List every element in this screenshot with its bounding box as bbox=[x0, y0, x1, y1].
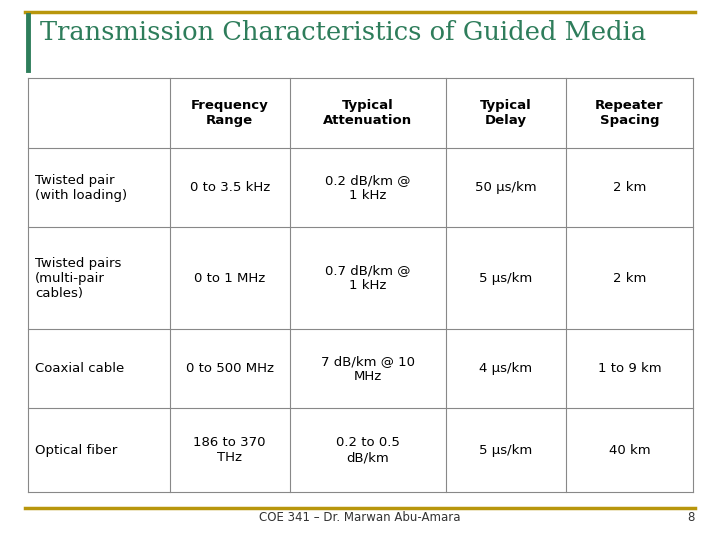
Text: Transmission Characteristics of Guided Media: Transmission Characteristics of Guided M… bbox=[40, 21, 646, 45]
Text: 5 μs/km: 5 μs/km bbox=[480, 272, 533, 285]
Text: 2 km: 2 km bbox=[613, 181, 646, 194]
Text: 2 km: 2 km bbox=[613, 272, 646, 285]
Text: 8: 8 bbox=[688, 511, 695, 524]
Text: Twisted pairs
(multi-pair
cables): Twisted pairs (multi-pair cables) bbox=[35, 256, 122, 300]
Text: Coaxial cable: Coaxial cable bbox=[35, 362, 125, 375]
Text: Twisted pair
(with loading): Twisted pair (with loading) bbox=[35, 174, 127, 202]
Text: 186 to 370
THz: 186 to 370 THz bbox=[194, 436, 266, 464]
Text: Optical fiber: Optical fiber bbox=[35, 444, 117, 457]
Text: Repeater
Spacing: Repeater Spacing bbox=[595, 99, 664, 127]
Text: COE 341 – Dr. Marwan Abu-Amara: COE 341 – Dr. Marwan Abu-Amara bbox=[259, 511, 461, 524]
Text: 4 μs/km: 4 μs/km bbox=[480, 362, 532, 375]
Text: 0 to 500 MHz: 0 to 500 MHz bbox=[186, 362, 274, 375]
Text: Typical
Delay: Typical Delay bbox=[480, 99, 532, 127]
Text: 0.7 dB/km @
1 kHz: 0.7 dB/km @ 1 kHz bbox=[325, 264, 410, 292]
Text: 0 to 1 MHz: 0 to 1 MHz bbox=[194, 272, 265, 285]
Text: 0 to 3.5 kHz: 0 to 3.5 kHz bbox=[189, 181, 270, 194]
Text: 1 to 9 km: 1 to 9 km bbox=[598, 362, 661, 375]
Text: 50 μs/km: 50 μs/km bbox=[475, 181, 536, 194]
Text: Typical
Attenuation: Typical Attenuation bbox=[323, 99, 413, 127]
Text: 40 km: 40 km bbox=[608, 444, 650, 457]
Text: 0.2 dB/km @
1 kHz: 0.2 dB/km @ 1 kHz bbox=[325, 174, 410, 202]
Text: Frequency
Range: Frequency Range bbox=[191, 99, 269, 127]
Text: 7 dB/km @ 10
MHz: 7 dB/km @ 10 MHz bbox=[321, 355, 415, 383]
Text: 5 μs/km: 5 μs/km bbox=[480, 444, 533, 457]
Text: 0.2 to 0.5
dB/km: 0.2 to 0.5 dB/km bbox=[336, 436, 400, 464]
